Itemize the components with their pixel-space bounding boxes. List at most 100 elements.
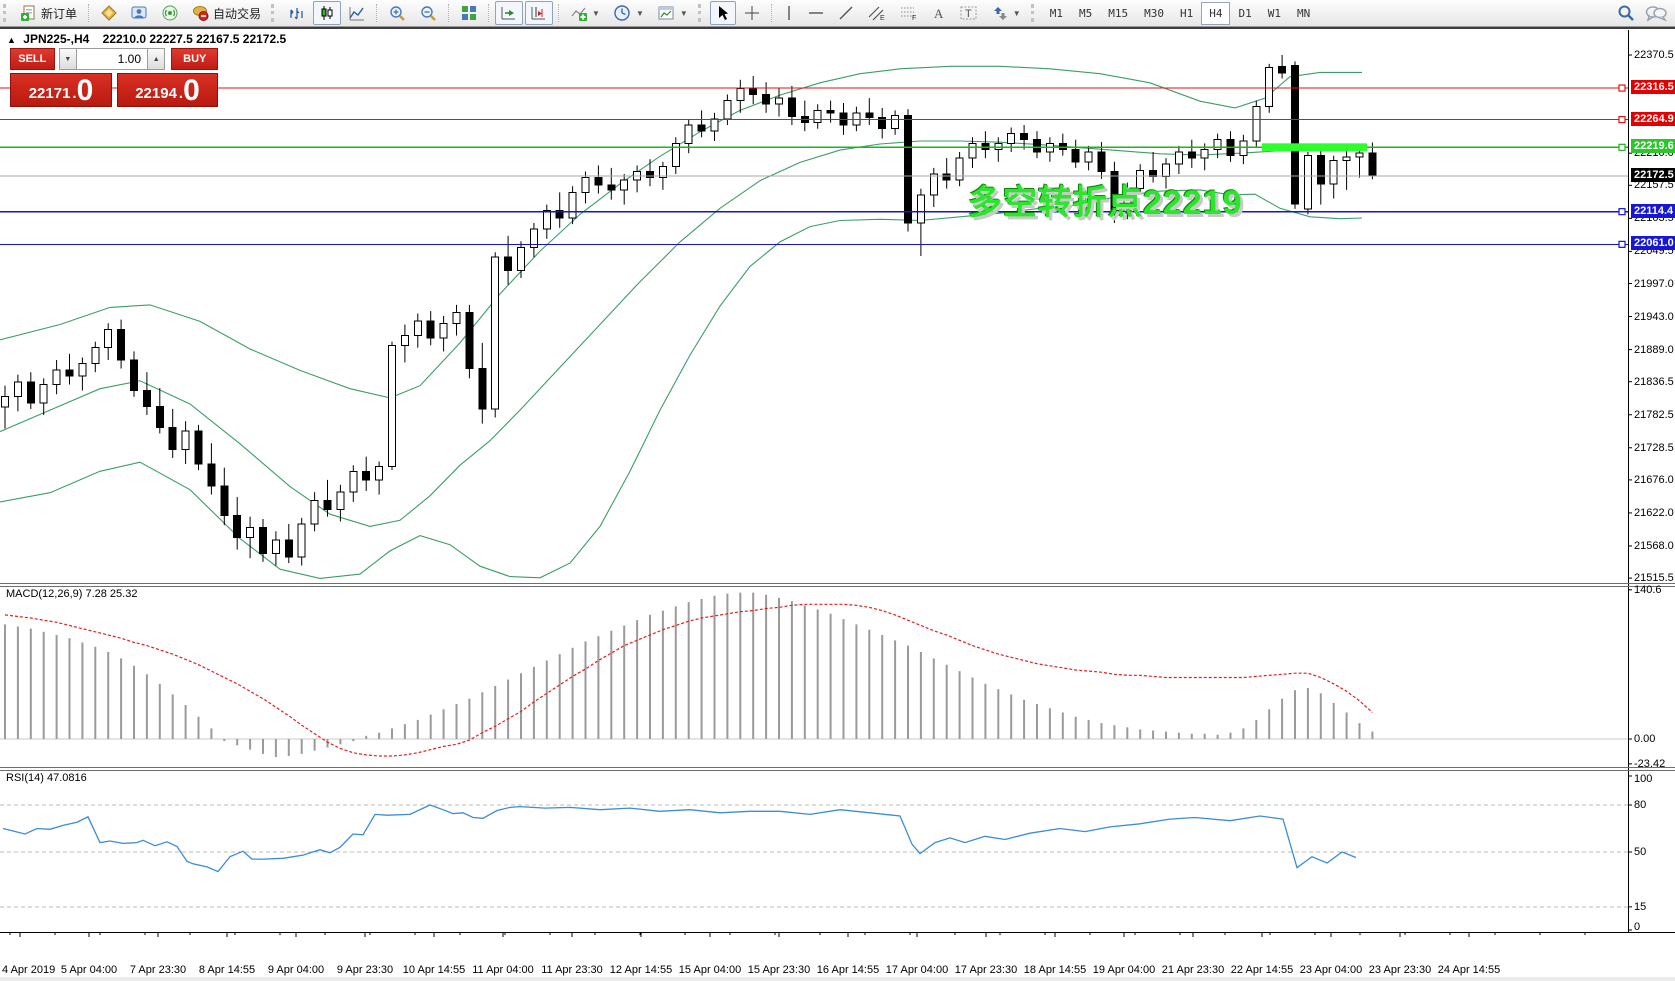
new-order-button[interactable]: 新订单 [15, 1, 83, 25]
arrows-button[interactable]: ▼ [986, 1, 1027, 25]
chart-shift-icon [531, 5, 547, 21]
candle-body [1316, 155, 1325, 185]
collapse-arrow-icon[interactable]: ▲ [7, 35, 16, 45]
price-level-badge: 22219.6 [1631, 139, 1675, 154]
pane-separator[interactable] [0, 586, 1675, 587]
timeframe-button-w1[interactable]: W1 [1267, 6, 1281, 20]
text-button[interactable]: A [926, 1, 952, 25]
rsi-label: RSI(14) 47.0816 [6, 772, 87, 784]
zoom-out-button[interactable] [414, 1, 443, 25]
cursor-button[interactable] [709, 1, 736, 25]
toolbar-grip [271, 4, 279, 22]
candle-body [1110, 171, 1119, 214]
time-axis-label: 12 Apr 14:55 [609, 964, 673, 976]
indicators-button[interactable]: ▼ [565, 1, 606, 25]
sell-price-display[interactable]: 22171. 0 [10, 73, 112, 107]
toolbar-separator [88, 4, 90, 22]
time-axis-label: 8 Apr 14:55 [198, 964, 256, 976]
bollinger-upper-band [0, 65, 1362, 399]
candle-body [1097, 151, 1106, 173]
cursor-arrow-icon [716, 5, 730, 21]
candle-body [104, 328, 113, 349]
price-axis-tick-label: 21728.5 [1634, 441, 1674, 454]
candle-body [710, 118, 719, 132]
autotrading-button[interactable]: 自动交易 [186, 1, 267, 25]
text-label-button[interactable]: T [954, 1, 984, 25]
timeframe-button-m1[interactable]: M1 [1049, 6, 1063, 20]
price-axis-tick-label: 22157.5 [1634, 179, 1674, 192]
signals-button[interactable] [125, 1, 154, 25]
candle-body [684, 124, 693, 144]
channel-button[interactable]: E [862, 1, 892, 25]
price-axis-tick-label: 21889.0 [1634, 343, 1674, 356]
dropdown-arrow-icon: ▼ [635, 8, 644, 18]
candle-body [955, 157, 964, 181]
pane-separator[interactable] [0, 770, 1675, 771]
vertical-line-button[interactable] [778, 1, 800, 25]
price-axis-tick-label: -23.42 [1634, 757, 1666, 770]
horizontal-line-button[interactable] [802, 1, 830, 25]
macd-label: MACD(12,26,9) 7.28 25.32 [6, 588, 138, 600]
candle-body [52, 369, 61, 385]
candle-body [1355, 152, 1364, 158]
dropdown-arrow-icon: ▼ [679, 8, 688, 18]
pane-separator[interactable] [0, 767, 1675, 768]
timeframe-button-h4[interactable]: H4 [1201, 1, 1231, 25]
fibonacci-button[interactable]: F [894, 1, 924, 25]
time-axis-label: 21 Apr 23:30 [1161, 964, 1225, 976]
candle-body [942, 173, 951, 181]
sell-button[interactable]: SELL [10, 48, 55, 70]
tile-windows-button[interactable] [455, 1, 483, 25]
candle-body [439, 322, 448, 339]
pivot-annotation-text[interactable]: 多空转折点22219 [968, 184, 1243, 222]
templates-button[interactable]: ▼ [652, 1, 694, 25]
signals-profile-icon [131, 5, 148, 21]
price-axis-tick-label: 21782.5 [1634, 408, 1674, 421]
buy-button[interactable]: BUY [171, 48, 219, 70]
time-axis-label: 9 Apr 23:30 [336, 964, 394, 976]
line-chart-button[interactable] [343, 1, 371, 25]
time-axis-label: 10 Apr 14:55 [402, 964, 466, 976]
toolbar-separator [376, 4, 378, 22]
candle-body [426, 320, 435, 339]
candle-body [1136, 169, 1145, 190]
candle-body [646, 171, 654, 179]
candle-body [916, 194, 925, 224]
auto-scroll-button[interactable] [495, 1, 524, 25]
indicators-icon [571, 5, 588, 21]
level-handle [1618, 208, 1626, 216]
timeframe-button-m30[interactable]: M30 [1144, 6, 1164, 20]
community-button[interactable] [156, 1, 184, 25]
periods-button[interactable]: ▼ [608, 1, 650, 25]
timeframe-button-mn[interactable]: MN [1296, 6, 1311, 20]
timeframe-button-d1[interactable]: D1 [1238, 6, 1252, 20]
trendline-button[interactable] [832, 1, 860, 25]
crosshair-button[interactable] [738, 1, 766, 25]
price-axis-tick-label: 21568.0 [1634, 539, 1674, 552]
market-button[interactable] [95, 1, 123, 25]
candle-body [594, 177, 603, 186]
price-level-badge: 22316.5 [1631, 80, 1675, 95]
chat-icon[interactable] [1645, 4, 1668, 22]
bar-chart-button[interactable] [283, 1, 311, 25]
candlestick-chart-button[interactable] [313, 1, 342, 25]
pane-separator[interactable] [0, 583, 1675, 584]
candle-body [1187, 151, 1196, 159]
search-icon[interactable] [1617, 4, 1635, 22]
candle-body [1265, 67, 1274, 108]
timeframe-button-m5[interactable]: M5 [1078, 6, 1093, 20]
toolbar-separator [488, 4, 490, 22]
price-axis-tick-label: 21622.0 [1634, 506, 1674, 519]
candle-body [452, 311, 461, 324]
buy-price-display[interactable]: 22194. 0 [117, 73, 218, 107]
timeframe-button-m15[interactable]: M15 [1108, 6, 1129, 20]
time-axis-label: 24 Apr 14:55 [1437, 964, 1501, 976]
volume-decrease-button[interactable]: ▼ [58, 48, 78, 70]
volume-increase-button[interactable]: ▲ [148, 48, 166, 70]
volume-input[interactable]: 1.00 [77, 48, 148, 70]
zoom-in-button[interactable] [383, 1, 412, 25]
timeframe-button-h1[interactable]: H1 [1179, 6, 1194, 20]
chart-canvas[interactable] [0, 29, 1675, 954]
chart-shift-button[interactable] [525, 1, 554, 25]
tile-windows-icon [461, 5, 477, 21]
